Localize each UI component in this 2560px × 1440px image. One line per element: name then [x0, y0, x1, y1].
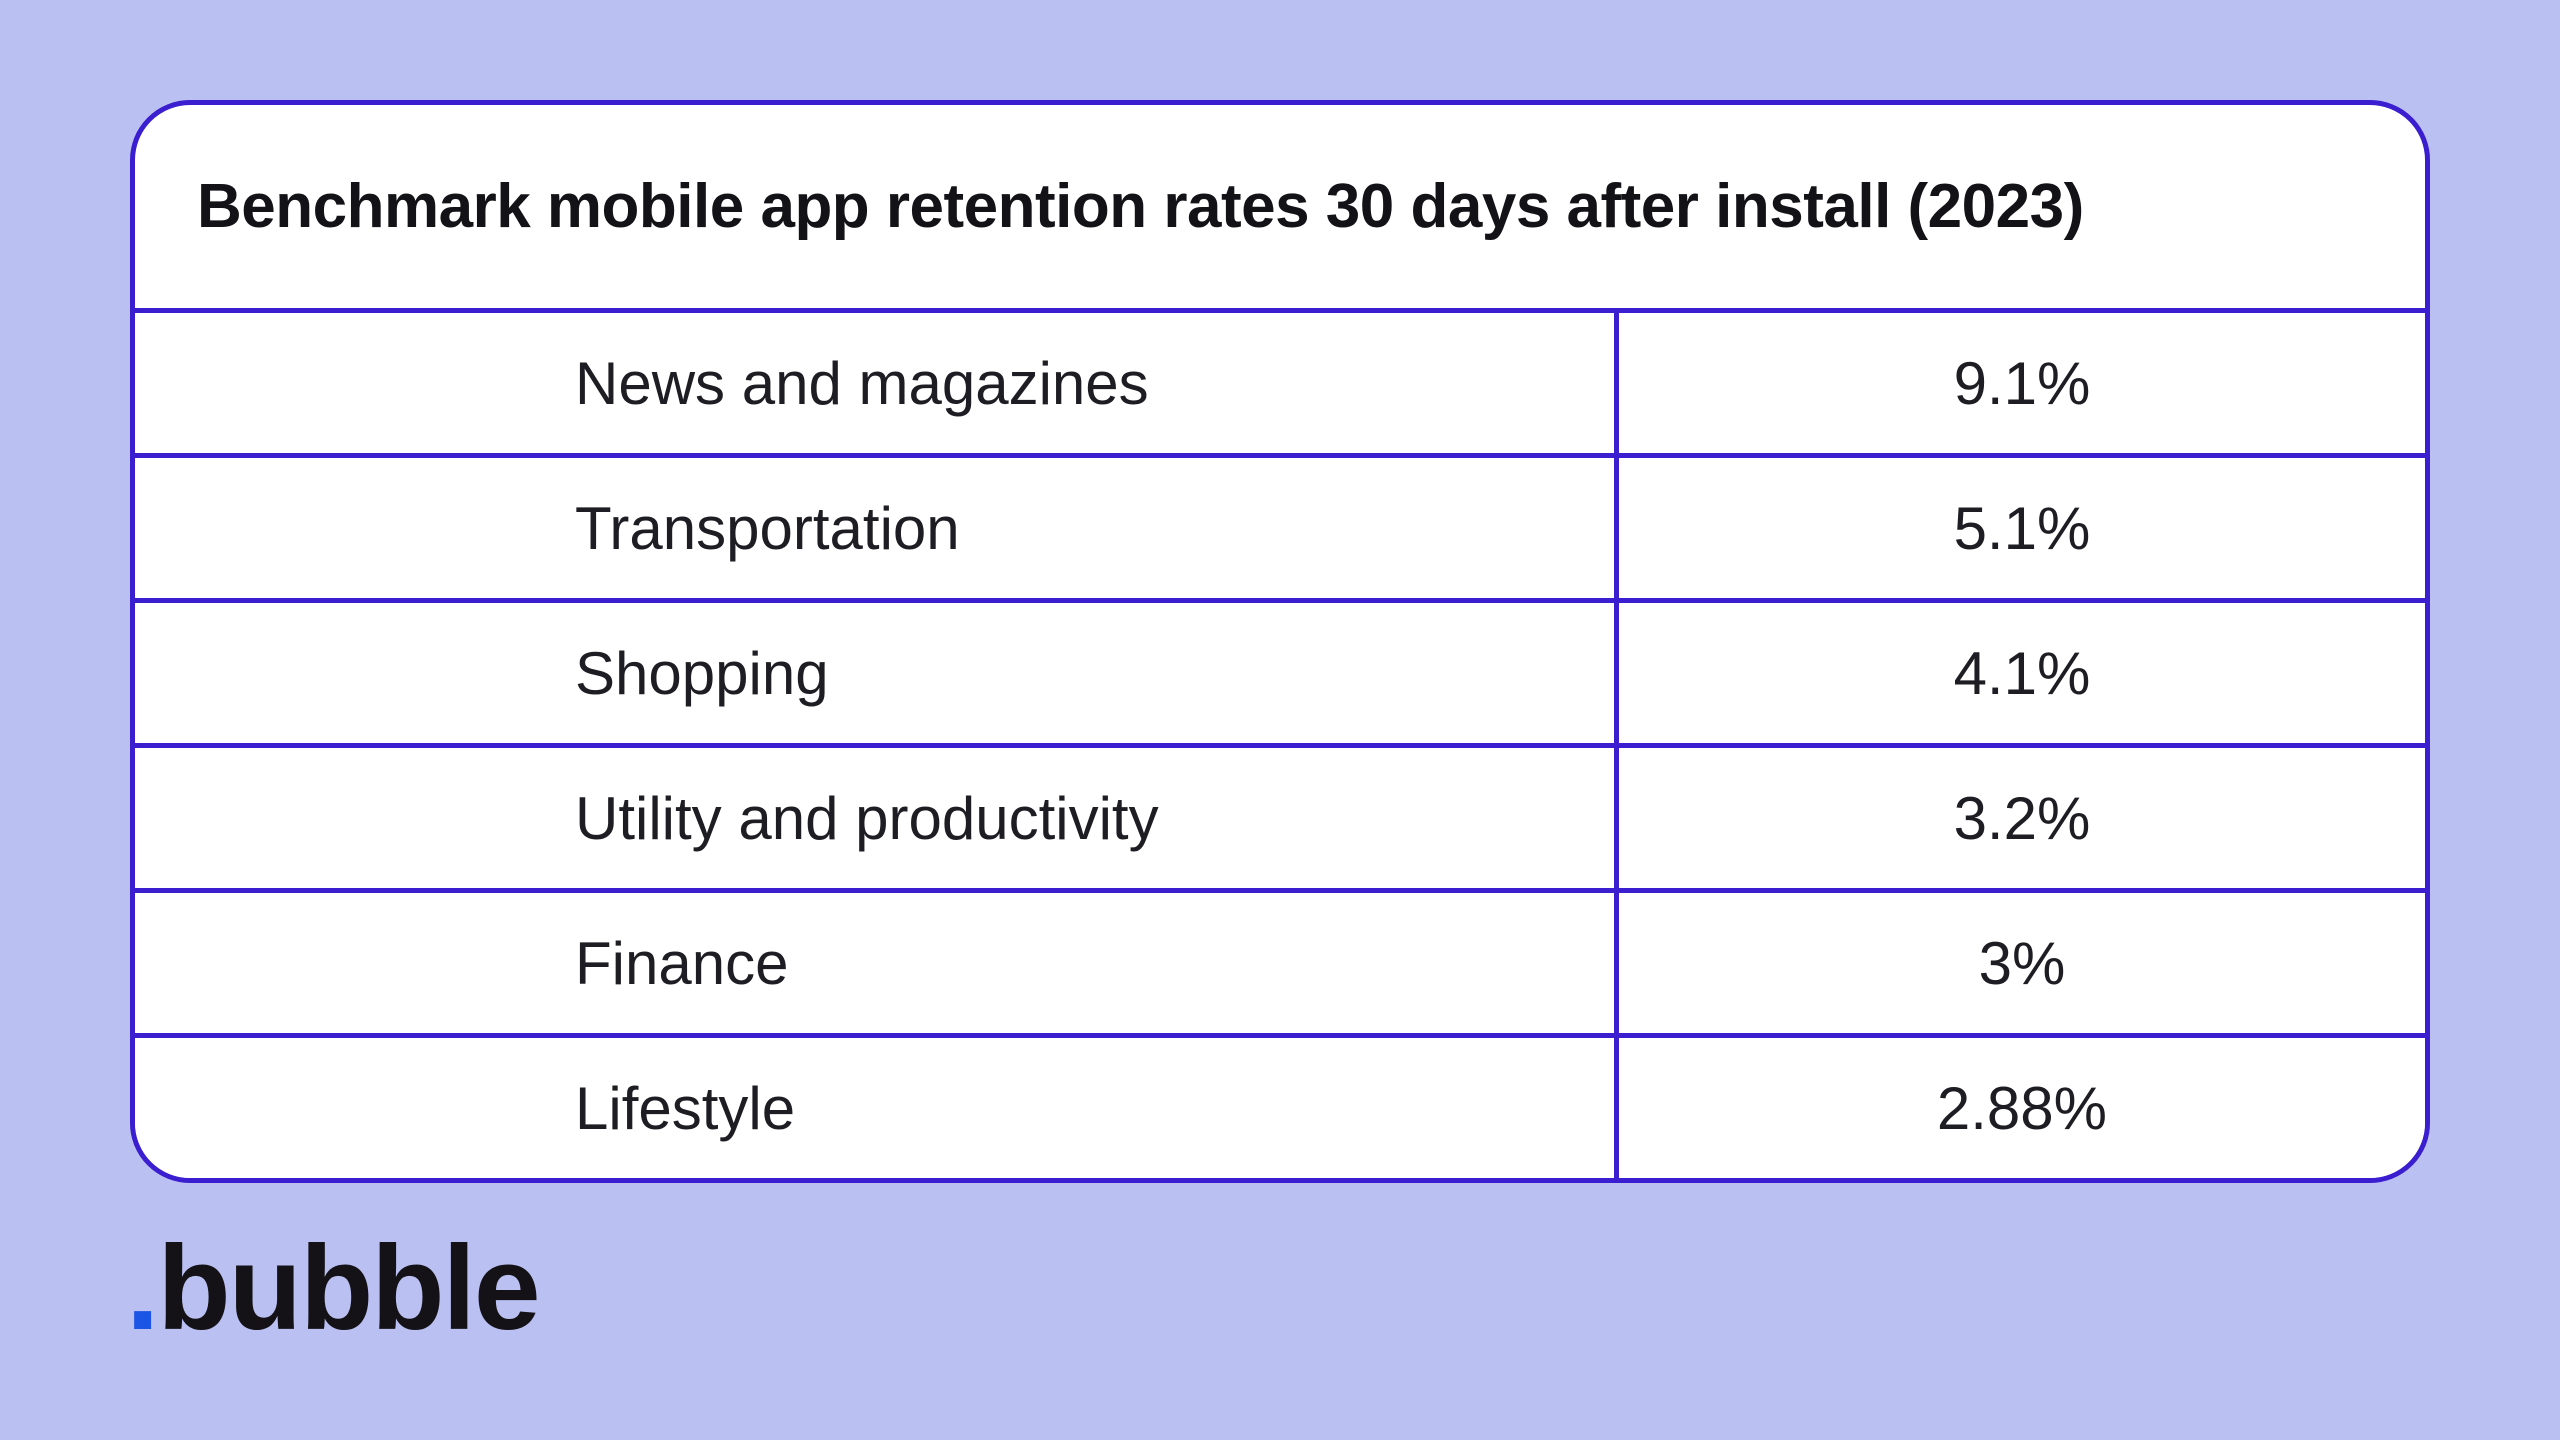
category-cell: Shopping [135, 603, 1619, 743]
table-row: Transportation 5.1% [135, 453, 2425, 598]
table-row: News and magazines 9.1% [135, 308, 2425, 453]
table-title: Benchmark mobile app retention rates 30 … [197, 172, 2084, 241]
bubble-logo-dot: . [126, 1221, 159, 1355]
value-cell: 4.1% [1953, 639, 2091, 707]
category-cell: Finance [135, 893, 1619, 1033]
value-cell: 3.2% [1953, 784, 2091, 852]
value-cell: 9.1% [1953, 349, 2091, 417]
table-row: Finance 3% [135, 888, 2425, 1033]
value-cell: 2.88% [1936, 1074, 2108, 1142]
bubble-logo-text: bubble [157, 1221, 540, 1355]
category-cell: Transportation [135, 458, 1619, 598]
table-row: Lifestyle 2.88% [135, 1033, 2425, 1178]
table-row: Shopping 4.1% [135, 598, 2425, 743]
category-cell: Utility and productivity [135, 748, 1619, 888]
table-row: Utility and productivity 3.2% [135, 743, 2425, 888]
retention-table-card: Benchmark mobile app retention rates 30 … [130, 100, 2430, 1183]
value-cell: 3% [1978, 929, 2066, 997]
bubble-logo: .bubble [126, 1228, 541, 1348]
category-cell: Lifestyle [135, 1038, 1619, 1178]
table-title-row: Benchmark mobile app retention rates 30 … [135, 105, 2425, 308]
category-cell: News and magazines [135, 313, 1619, 453]
value-cell: 5.1% [1953, 494, 2091, 562]
